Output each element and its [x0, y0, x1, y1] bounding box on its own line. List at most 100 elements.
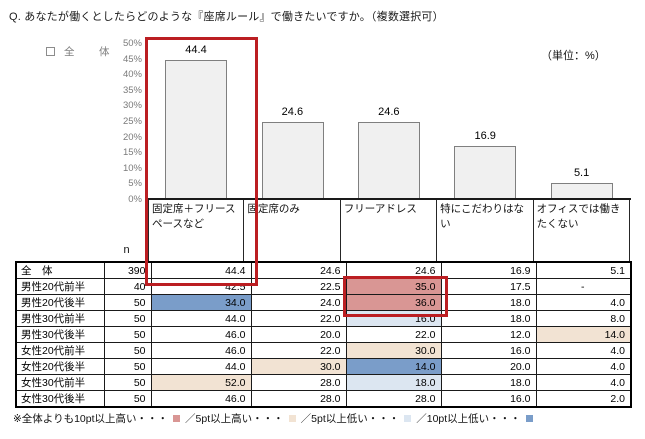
- footnote-color-square-icon: [173, 415, 181, 422]
- cell-value: 44.0: [150, 310, 252, 327]
- cell-value: 30.0: [250, 358, 347, 375]
- y-tick-label: 35%: [122, 84, 142, 96]
- legend-series-label: 全 体: [64, 46, 117, 58]
- bar-1: [261, 122, 324, 199]
- category-label-3: 特にこだわりはない: [437, 200, 534, 261]
- cell-value: -: [535, 278, 632, 295]
- cell-value: 34.0: [150, 294, 252, 311]
- cell-value: 28.0: [345, 390, 442, 408]
- cell-value: 4.0: [535, 374, 632, 391]
- row-n-value: 50: [103, 358, 152, 375]
- row-group-label: 女性20代前半: [15, 342, 105, 359]
- cell-value: 4.0: [535, 294, 632, 311]
- cell-value: 46.0: [150, 326, 252, 343]
- cell-value: 28.0: [250, 390, 347, 408]
- row-n-value: 390: [103, 261, 152, 279]
- bar-value-label: 5.1: [573, 167, 590, 180]
- category-label-0: 固定席＋フリースペースなど: [148, 200, 245, 261]
- footnote-prefix: ※全体よりも: [13, 413, 75, 425]
- cell-value: 44.0: [150, 358, 252, 375]
- cell-value: 18.0: [440, 294, 537, 311]
- cell-value: 14.0: [345, 358, 442, 375]
- cell-value: 36.0: [345, 294, 442, 311]
- y-tick-label: 20%: [122, 131, 142, 143]
- footnote-color-square-icon: [525, 415, 533, 422]
- cell-value: 8.0: [535, 310, 632, 327]
- cell-value: 24.6: [345, 261, 442, 279]
- cell-value: 28.0: [250, 374, 347, 391]
- bar-value-label: 44.4: [185, 44, 207, 57]
- cell-value: 14.0: [535, 326, 632, 343]
- footnote-separator: ／: [300, 413, 312, 425]
- table-row: 全 体 390 44.4 24.6 24.6 16.9 5.1: [15, 261, 632, 279]
- table-row: 女性30代前半 50 52.0 28.0 18.0 18.0 4.0: [15, 374, 632, 391]
- row-n-value: 40: [103, 278, 152, 295]
- y-tick-label: 0%: [128, 194, 142, 205]
- category-label-4: オフィスでは働きたくない: [534, 200, 630, 261]
- footnote-separator: ／: [185, 413, 196, 425]
- row-n-value: 50: [103, 294, 152, 311]
- cell-value: 4.0: [535, 342, 632, 359]
- footnote-item-label: 5pt以上低い・・・: [311, 413, 400, 425]
- question-title: Q. あなたが働くとしたらどのような『座席ルール』で働きたいですか。（複数選択可…: [9, 11, 444, 23]
- row-group-label: 全 体: [15, 261, 105, 279]
- y-tick-label: 15%: [122, 147, 142, 159]
- y-tick-label: 10%: [122, 162, 142, 174]
- cell-value: 12.0: [440, 326, 537, 343]
- table-row: 女性20代前半 50 46.0 22.0 30.0 16.0 4.0: [15, 342, 632, 359]
- table-row: 男性20代前半 40 42.5 22.5 35.0 17.5-: [15, 278, 632, 295]
- cell-value: 24.0: [250, 294, 347, 311]
- cell-value: 22.0: [250, 310, 347, 327]
- cell-value: 52.0: [150, 374, 252, 391]
- y-tick-label: 25%: [122, 116, 142, 127]
- cell-value: 18.0: [440, 310, 537, 327]
- row-group-label: 女性20代後半: [15, 358, 105, 375]
- row-n-value: 50: [103, 310, 152, 327]
- chart-legend: 全 体: [46, 44, 117, 59]
- cell-value: 16.0: [440, 342, 537, 359]
- cell-value: 44.4: [150, 261, 252, 279]
- row-group-label: 男性20代後半: [15, 294, 105, 311]
- y-tick-label: 5%: [128, 178, 142, 190]
- cell-value: 4.0: [535, 358, 632, 375]
- table-row: 男性30代後半 50 46.0 20.0 22.0 12.0 14.0: [15, 326, 632, 343]
- cell-value: 16.9: [440, 261, 537, 279]
- bar-value-label: 16.9: [474, 130, 496, 143]
- bar-4: [550, 183, 613, 199]
- row-n-value: 50: [103, 390, 152, 408]
- cell-value: 46.0: [150, 342, 252, 359]
- cell-value: 18.0: [345, 374, 442, 391]
- cell-value: 20.0: [440, 358, 537, 375]
- cell-value: 30.0: [345, 342, 442, 359]
- category-label-2: フリーアドレス: [341, 200, 438, 261]
- x-axis-line: [147, 198, 631, 200]
- y-tick-label: 40%: [122, 69, 142, 81]
- bar-value-label: 24.6: [378, 106, 400, 119]
- bar-2: [358, 122, 420, 199]
- category-label-1: 固定席のみ: [244, 200, 341, 261]
- row-group-label: 女性30代後半: [15, 390, 105, 408]
- cell-value: 22.5: [250, 278, 347, 295]
- row-group-label: 男性30代前半: [15, 310, 105, 327]
- cell-value: 42.5: [150, 278, 252, 295]
- cell-value: 5.1: [535, 261, 632, 279]
- category-label-row: 固定席＋フリースペースなど 固定席のみ フリーアドレス 特にこだわりはない オフィスでは…: [148, 200, 630, 261]
- row-n-value: 50: [103, 342, 152, 359]
- cell-value: 16.0: [440, 390, 537, 408]
- n-column-header: n: [123, 244, 130, 256]
- row-group-label: 女性30代前半: [15, 374, 105, 391]
- footnote-item-label: 5pt以上高い・・・: [195, 413, 284, 425]
- cell-value: 22.0: [250, 342, 347, 359]
- bar-3: [454, 146, 517, 199]
- bar-0: [165, 60, 228, 199]
- bar-value-label: 24.6: [281, 106, 304, 119]
- cell-value: 17.5: [440, 278, 537, 295]
- y-tick-label: 50%: [122, 38, 142, 49]
- footnote-color-square-icon: [288, 415, 296, 422]
- cell-value: 24.6: [250, 261, 347, 279]
- cell-value: 2.0: [535, 390, 632, 408]
- cell-value: 46.0: [150, 390, 252, 408]
- unit-label: （単位：%）: [541, 50, 606, 62]
- footnote-separator: ／: [416, 413, 427, 425]
